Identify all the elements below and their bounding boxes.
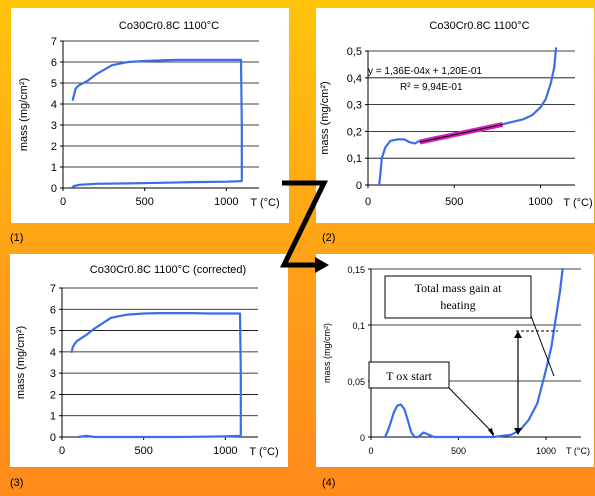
y-axis-label: mass (mg/cm²) [319, 81, 331, 154]
arrowhead-up [514, 331, 522, 338]
y-tick-label: 3 [50, 368, 56, 380]
fit-equation: y = 1,36E-04x + 1,20E-01 [368, 66, 482, 77]
x-tick-label: 500 [445, 196, 463, 208]
r-squared: R² = 9,94E-01 [400, 82, 463, 93]
y-tick-label: 6 [51, 57, 57, 69]
annotation-box [368, 361, 450, 389]
leader-line [530, 315, 555, 377]
chart-4-svg: 0 0,05 0,1 0,15 0 500 1000 T (°C) mass (mg/cm²) T… [322, 265, 590, 456]
x-tick-label: 1000 [214, 196, 238, 208]
data-series-line [70, 311, 242, 439]
chart-1-svg: Co30Cr0.8C 1100°C 0 1 2 3 4 5 6 7 0 500 1000 T (°C) m… [18, 20, 280, 209]
y-tick-label: 6 [50, 304, 56, 316]
y-tick-label: 7 [51, 36, 57, 48]
leader-arrowhead [488, 428, 494, 437]
annotation-text: heating [440, 298, 475, 312]
chart-panel-3: Co30Cr0.8C 1100°C (corrected) 0 1 2 3 4 5 6 7 0 50… [10, 254, 288, 467]
y-tick-label: 0,05 [347, 377, 365, 387]
x-tick-label: 500 [134, 445, 152, 457]
x-tick-label: 500 [135, 196, 153, 208]
y-tick-label: 3 [51, 120, 57, 132]
panel-label-1: (1) [10, 232, 24, 244]
y-tick-label: 1 [51, 162, 57, 174]
panel-label-4: (4) [322, 477, 336, 489]
data-series-line [383, 267, 564, 439]
x-tick-label: 1000 [528, 196, 552, 208]
chart-panel-2: Co30Cr0.8C 1100°C 0 0,1 0,2 0,3 0,4 0,5 0 500 100… [316, 8, 594, 223]
x-tick-label: 0 [59, 445, 65, 457]
x-axis-label: T (°C) [250, 197, 279, 209]
x-tick-label: 500 [451, 446, 466, 456]
y-tick-label: 0 [51, 183, 57, 195]
chart-panel-4: 0 0,05 0,1 0,15 0 500 1000 T (°C) mass (mg/cm²) T… [316, 254, 594, 467]
x-tick-label: 0 [365, 196, 371, 208]
trendline [419, 123, 503, 143]
y-tick-label: 0,5 [347, 46, 362, 58]
data-series-line [71, 58, 243, 188]
chart-title: Co30Cr0.8C 1100°C [429, 20, 529, 32]
y-tick-label: 1 [50, 411, 56, 423]
x-tick-label: 1000 [536, 446, 556, 456]
panel-label-3: (3) [10, 477, 24, 489]
y-tick-label: 0,15 [347, 265, 365, 275]
annotation-text: T ox start [386, 369, 432, 383]
y-tick-label: 0,4 [347, 73, 362, 85]
y-tick-label: 4 [51, 99, 57, 111]
y-tick-label: 0 [356, 180, 362, 192]
arrowhead-down [514, 428, 522, 435]
panel-label-2: (2) [322, 232, 336, 244]
annotation-t-ox-start: T ox start [368, 361, 450, 389]
y-tick-label: 0 [50, 432, 56, 444]
y-tick-label: 2 [50, 389, 56, 401]
y-tick-label: 0,1 [347, 153, 362, 165]
annotation-box [384, 275, 532, 319]
chart-title: Co30Cr0.8C 1100°C [119, 20, 219, 32]
chart-2-svg: Co30Cr0.8C 1100°C 0 0,1 0,2 0,3 0,4 0,5 0 500 100… [319, 20, 593, 209]
x-tick-label: 0 [60, 196, 66, 208]
y-tick-label: 0,3 [347, 100, 362, 112]
y-tick-label: 4 [50, 347, 56, 359]
y-tick-label: 0,1 [352, 321, 365, 331]
y-tick-label: 0 [360, 433, 365, 443]
y-axis-label: mass (mg/cm²) [322, 323, 332, 383]
chart-3-svg: Co30Cr0.8C 1100°C (corrected) 0 1 2 3 4 5 6 7 0 50… [15, 264, 279, 458]
chart-panel-1: Co30Cr0.8C 1100°C 0 1 2 3 4 5 6 7 0 500 1000 T (°C) m… [11, 8, 289, 223]
y-tick-label: 0,2 [347, 126, 362, 138]
leader-line [448, 387, 495, 435]
chart-title: Co30Cr0.8C 1100°C (corrected) [90, 264, 246, 276]
x-tick-label: 1000 [213, 445, 237, 457]
y-tick-label: 2 [51, 141, 57, 153]
y-axis-label: mass (mg/cm²) [18, 78, 30, 151]
y-tick-label: 5 [50, 326, 56, 338]
y-axis-label: mass (mg/cm²) [15, 326, 27, 399]
y-tick-label: 7 [50, 283, 56, 295]
annotation-total-mass-gain: Total mass gain at heating [384, 275, 532, 319]
x-axis-label: T (°C) [249, 446, 278, 458]
annotation-text: Total mass gain at [415, 281, 502, 295]
x-axis-label: T (°C) [566, 446, 590, 456]
x-axis-label: T (°C) [563, 197, 592, 209]
x-tick-label: 0 [368, 446, 373, 456]
y-tick-label: 5 [51, 78, 57, 90]
